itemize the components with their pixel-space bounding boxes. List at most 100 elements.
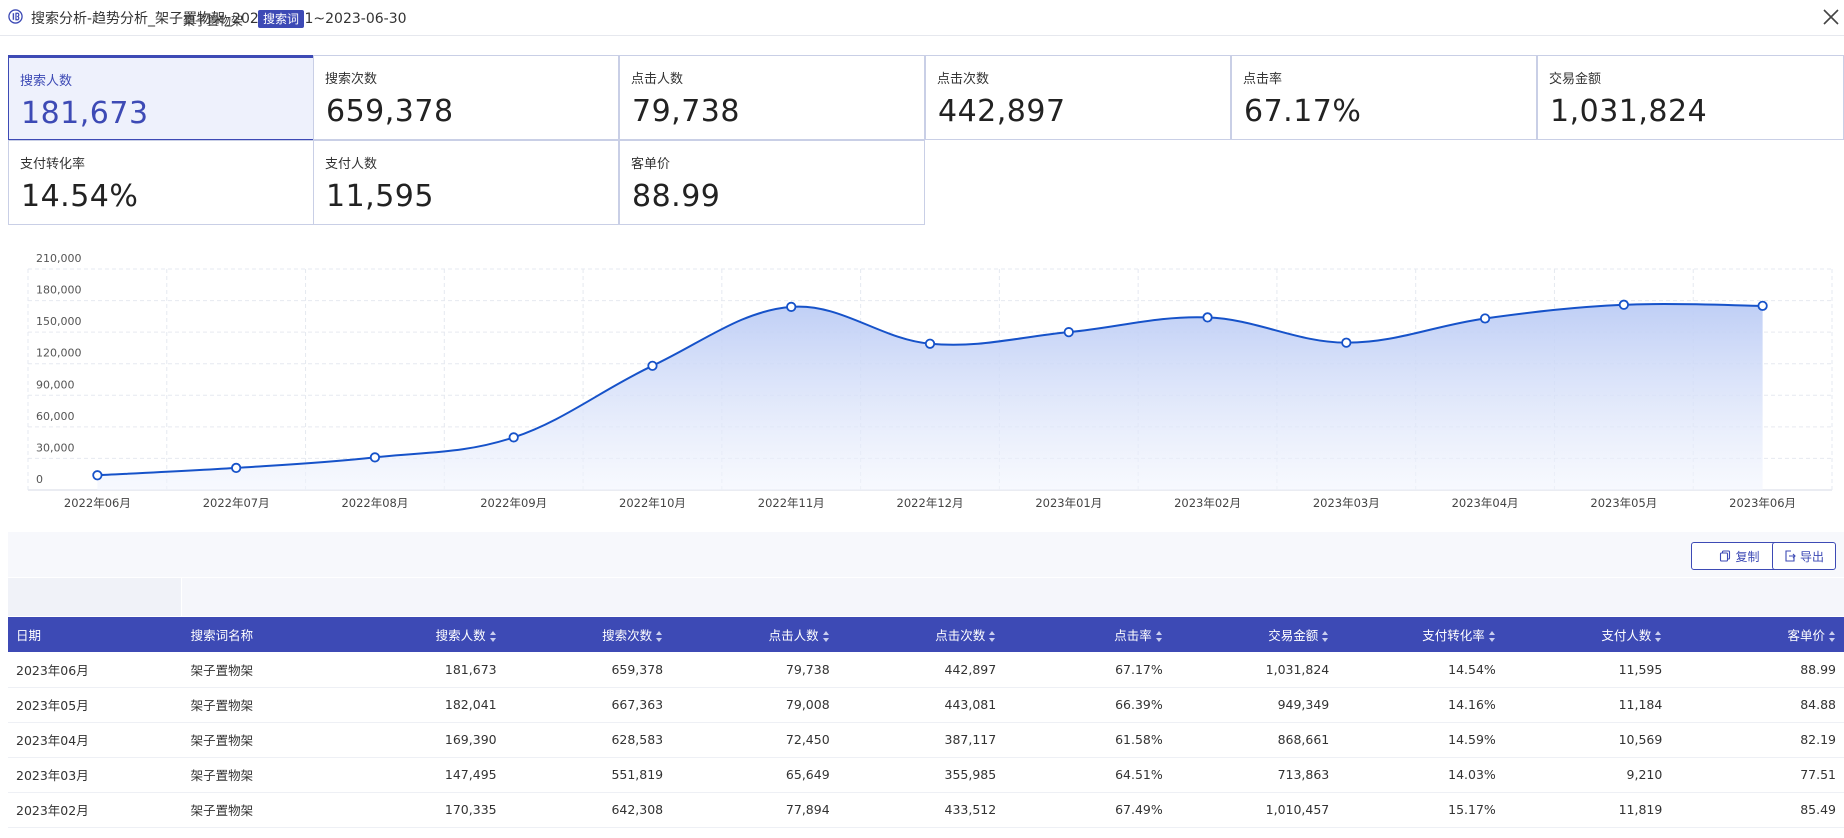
table-row: 2023年02月 架子置物架 170,335 642,308 77,894 43… <box>8 792 1844 828</box>
cell-value: 72,450 <box>671 722 838 758</box>
copy-icon <box>1720 550 1731 562</box>
metric-card-pay-users[interactable]: 支付人数 11,595 <box>313 140 619 225</box>
metric-value: 1,031,824 <box>1550 94 1708 129</box>
cell-value: 868,661 <box>1170 722 1338 758</box>
col-header-search-users[interactable]: 搜索人数 <box>337 617 505 652</box>
metric-label: 搜索次数 <box>325 72 378 87</box>
sort-icon[interactable] <box>1155 631 1163 642</box>
cell-value: 355,985 <box>837 757 1005 793</box>
table-row: 2023年04月 架子置物架 169,390 628,583 72,450 38… <box>8 722 1844 758</box>
metric-card-search-users[interactable]: 搜索人数 181,673 <box>8 55 314 140</box>
x-tick-label: 2023年06月 <box>1729 496 1796 510</box>
cell-value: 88.99 <box>1670 652 1844 688</box>
y-tick-label: 180,000 <box>36 284 82 297</box>
col-header-search-count[interactable]: 搜索次数 <box>504 617 672 652</box>
col-header-pay-conversion[interactable]: 支付转化率 <box>1337 617 1504 652</box>
close-icon[interactable] <box>1820 6 1842 28</box>
cell-value: 79,738 <box>671 652 838 688</box>
y-tick-label: 210,000 <box>36 252 82 265</box>
col-header-click-count[interactable]: 点击次数 <box>837 617 1005 652</box>
sort-icon[interactable] <box>822 631 830 642</box>
sort-icon[interactable] <box>1488 631 1496 642</box>
sort-icon[interactable] <box>1829 631 1836 642</box>
cell-value: 65,649 <box>671 757 838 793</box>
x-tick-label: 2023年03月 <box>1313 496 1380 510</box>
filter-spacer <box>8 578 182 616</box>
col-header-pay-users[interactable]: 支付人数 <box>1503 617 1671 652</box>
app-logo-icon <box>8 9 23 24</box>
cell-value: 14.54% <box>1337 652 1504 688</box>
y-tick-label: 60,000 <box>36 410 75 423</box>
metric-label: 支付转化率 <box>20 157 86 172</box>
col-header-avg-order[interactable]: 客单价 <box>1670 617 1844 652</box>
data-point <box>647 360 658 371</box>
cell-value: 433,512 <box>837 792 1005 828</box>
cell-keyword: 架子置物架 <box>182 722 338 758</box>
cell-value: 551,819 <box>504 757 672 793</box>
data-point <box>786 301 797 312</box>
cell-value: 14.59% <box>1337 722 1504 758</box>
metric-card-click-rate[interactable]: 点击率 67.17% <box>1231 55 1537 140</box>
x-tick-label: 2023年04月 <box>1452 496 1519 510</box>
cell-value: 628,583 <box>504 722 672 758</box>
cell-value: 66.39% <box>1004 687 1171 723</box>
metric-card-click-count[interactable]: 点击次数 442,897 <box>925 55 1231 140</box>
y-tick-label: 150,000 <box>36 315 82 328</box>
y-tick-label: 120,000 <box>36 347 82 360</box>
cell-value: 169,390 <box>337 722 505 758</box>
data-point <box>1479 313 1491 324</box>
export-button[interactable]: 导出 <box>1772 542 1836 570</box>
col-header-click-users[interactable]: 点击人数 <box>671 617 838 652</box>
data-point <box>92 470 103 481</box>
metric-label: 搜索人数 <box>20 74 73 89</box>
cell-value: 82.19 <box>1670 722 1844 758</box>
metric-card-pay-conversion[interactable]: 支付转化率 14.54% <box>8 140 314 225</box>
metric-label: 支付人数 <box>325 157 378 172</box>
data-point <box>231 462 242 473</box>
cell-value: 10,569 <box>1503 722 1671 758</box>
x-tick-label: 2022年07月 <box>203 496 270 510</box>
col-header-click-rate[interactable]: 点击率 <box>1004 617 1171 652</box>
cell-value: 11,184 <box>1503 687 1671 723</box>
sort-icon[interactable] <box>1655 631 1662 642</box>
table-filter-row <box>8 578 1844 616</box>
metric-card-click-users[interactable]: 点击人数 79,738 <box>619 55 925 140</box>
sort-icon[interactable] <box>989 631 996 642</box>
sort-icon[interactable] <box>656 631 663 642</box>
data-point <box>1063 327 1074 338</box>
cell-value: 443,081 <box>837 687 1005 723</box>
x-tick-label: 2022年10月 <box>619 496 686 510</box>
cell-value: 14.03% <box>1337 757 1504 793</box>
metric-card-trade-amount[interactable]: 交易金额 1,031,824 <box>1537 55 1844 140</box>
col-header-trade-amount[interactable]: 交易金额 <box>1170 617 1338 652</box>
filter-tag[interactable]: 搜索词 <box>258 10 305 28</box>
metric-value: 88.99 <box>632 179 721 214</box>
metric-cards: 搜索人数 181,673 搜索次数 659,378 点击人数 79,738 点击… <box>8 55 1844 226</box>
copy-button[interactable]: 复制 <box>1691 542 1788 570</box>
sort-icon[interactable] <box>489 631 497 642</box>
x-tick-label: 2022年09月 <box>480 496 547 510</box>
metric-card-search-count[interactable]: 搜索次数 659,378 <box>313 55 619 140</box>
cell-value: 1,031,824 <box>1170 652 1338 688</box>
data-point <box>924 338 936 349</box>
metric-card-avg-order[interactable]: 客单价 88.99 <box>619 140 925 225</box>
cell-value: 77.51 <box>1670 757 1844 793</box>
data-point <box>508 432 519 443</box>
cell-value: 11,595 <box>1503 652 1671 688</box>
table-header-row: 日期 搜索词名称 搜索人数 搜索次数 点击人数 点击次数 点击率 交易金额 支付… <box>8 617 1844 652</box>
y-tick-label: 90,000 <box>36 378 75 391</box>
cell-date: 2023年04月 <box>8 722 183 758</box>
cell-value: 642,308 <box>504 792 672 828</box>
metric-value: 11,595 <box>326 179 434 214</box>
x-tick-label: 2023年05月 <box>1590 496 1657 510</box>
cell-value: 147,495 <box>337 757 505 793</box>
metric-label: 点击人数 <box>631 72 684 87</box>
cell-value: 61.58% <box>1004 722 1171 758</box>
metric-value: 14.54% <box>21 179 139 214</box>
sort-icon[interactable] <box>1322 631 1329 642</box>
x-tick-label: 2022年12月 <box>897 496 964 510</box>
cell-keyword: 架子置物架 <box>182 687 338 723</box>
cell-value: 1,010,457 <box>1170 792 1338 828</box>
copy-button-label: 复制 <box>1735 549 1760 564</box>
cell-value: 387,117 <box>837 722 1005 758</box>
